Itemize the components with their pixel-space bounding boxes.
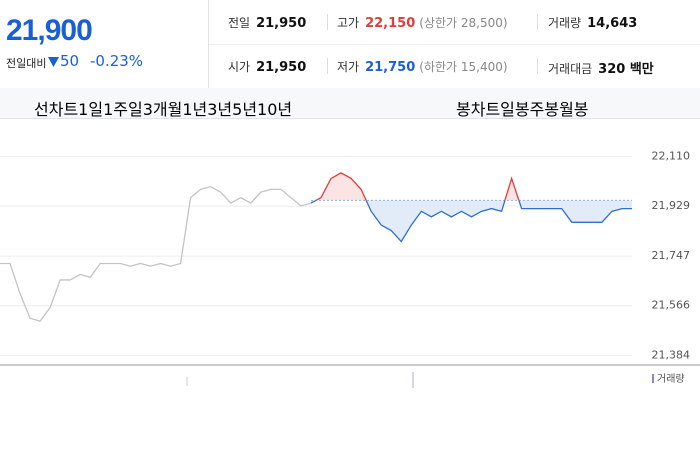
candle-tab[interactable]: 주봉 xyxy=(529,100,560,119)
stat-limit: (하한가 15,400) xyxy=(419,60,508,74)
y-tick-label: 21,929 xyxy=(652,199,691,212)
stats: 전일 21,950 고가 22,150 (상한가 28,500) 거래량 14,643 … xyxy=(209,0,700,89)
y-tick-label: 22,110 xyxy=(652,149,691,162)
period-tab[interactable]: 10년 xyxy=(257,100,293,119)
tab-group-label: 선차트 xyxy=(34,100,79,119)
stat: 저가 21,750 (하한가 15,400) xyxy=(337,58,508,75)
stat-label: 저가 xyxy=(337,60,360,74)
stat-label: 거래량 xyxy=(548,16,582,30)
stat-value: 21,950 xyxy=(256,16,307,31)
period-tab[interactable]: 1년 xyxy=(182,100,208,119)
y-tick-label: 21,384 xyxy=(652,349,691,362)
period-tab[interactable]: 3개월 xyxy=(142,100,183,119)
price-line xyxy=(0,185,312,322)
period-tab[interactable]: 1일 xyxy=(78,100,104,119)
period-tab[interactable]: 5년 xyxy=(232,100,258,119)
candle-tabs: 봉차트일봉주봉월봉 xyxy=(456,96,589,120)
y-tick-label: 21,747 xyxy=(652,249,691,262)
stat: 고가 22,150 (상한가 28,500) xyxy=(337,14,508,31)
chart: 거래량 22,110 21,929 21,747 21,566 21,384 xyxy=(0,149,700,388)
stats-row: 전일 21,950 고가 22,150 (상한가 28,500) 거래량 14,643 xyxy=(209,0,700,45)
price-line-up xyxy=(314,172,520,201)
stat: 거래량 14,643 xyxy=(548,14,637,31)
tab-bar xyxy=(0,88,700,119)
tab-group-label: 봉차트 xyxy=(456,100,501,119)
stat-value: 320 백만 xyxy=(598,62,654,77)
candle-tab[interactable]: 월봉 xyxy=(559,100,589,119)
stat-limit: (상한가 28,500) xyxy=(419,16,508,30)
period-tab[interactable]: 1주일 xyxy=(103,100,143,119)
period-tabs: 선차트1일1주일3개월1년3년5년10년 xyxy=(34,96,292,120)
candle-tab[interactable]: 일봉 xyxy=(500,100,530,119)
change-label: 전일대비 xyxy=(6,57,47,70)
volume-label: 거래량 xyxy=(657,373,685,385)
stat-label: 전일 xyxy=(228,16,251,30)
stat-label: 거래대금 xyxy=(548,62,593,76)
area-down xyxy=(310,200,632,242)
stat: 전일 21,950 xyxy=(228,14,306,31)
change-pct: -0.23% xyxy=(90,52,144,70)
stat-value: 21,750 xyxy=(365,60,416,75)
stat-label: 시가 xyxy=(228,60,251,74)
stat-value: 22,150 xyxy=(365,16,416,31)
stats-row: 시가 21,950 저가 21,750 (하한가 15,400) 거래대금 320 백만 xyxy=(209,44,700,88)
stat: 시가 21,950 xyxy=(228,58,306,75)
down-icon xyxy=(48,57,59,67)
price: 21,900 xyxy=(6,14,93,47)
stat: 거래대금 320 백만 xyxy=(548,58,654,77)
change: 50 xyxy=(60,52,80,70)
volume-legend-icon xyxy=(652,374,654,383)
period-tab[interactable]: 3년 xyxy=(207,100,233,119)
stat-value: 21,950 xyxy=(256,60,307,75)
y-tick-label: 21,566 xyxy=(652,299,691,312)
stat-label: 고가 xyxy=(337,16,360,30)
stat-value: 14,643 xyxy=(587,16,638,31)
price-line-down xyxy=(310,200,632,243)
